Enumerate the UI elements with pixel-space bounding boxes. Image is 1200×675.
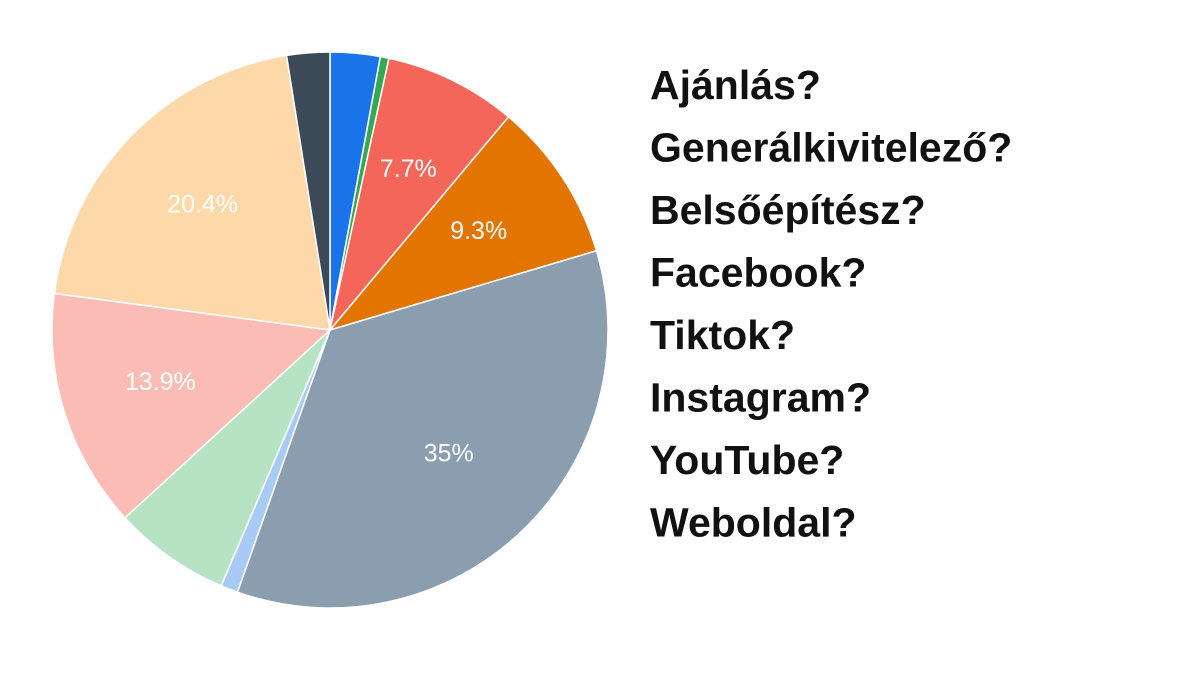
- value-label: 9.3%: [450, 217, 507, 245]
- question: Instagram?: [650, 374, 871, 420]
- question: YouTube?: [650, 437, 844, 483]
- pie-slice: [53, 54, 331, 331]
- pie-slice: [329, 57, 510, 331]
- pie-slice: [327, 115, 598, 332]
- pie-slice: [123, 329, 331, 587]
- question: Ajánlás?: [650, 62, 821, 108]
- pie-slice: [236, 249, 609, 609]
- pie-slice: [51, 292, 332, 519]
- value-label: 7.7%: [380, 155, 437, 183]
- question: Generálkivitelező?: [650, 124, 1012, 170]
- question: Facebook?: [650, 249, 866, 295]
- question: Weboldal?: [650, 499, 857, 545]
- question: Tiktok?: [650, 312, 795, 358]
- question: Belsőépítész?: [650, 187, 926, 233]
- value-label: 20.4%: [167, 190, 238, 218]
- pie-slice: [285, 51, 331, 331]
- value-label: 35%: [424, 440, 474, 468]
- value-label: 13.9%: [125, 368, 196, 396]
